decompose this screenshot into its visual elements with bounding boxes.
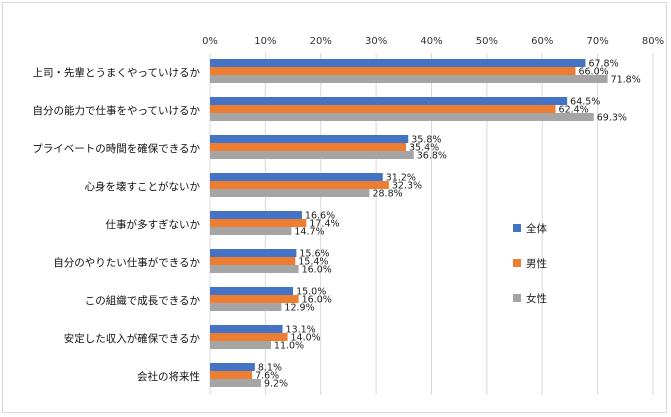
bar-male (210, 295, 299, 303)
bar-male (210, 371, 253, 379)
bar-total (210, 325, 283, 333)
data-label: 16.0% (302, 295, 332, 306)
bar-male (210, 181, 389, 189)
bar-total (210, 135, 409, 143)
data-label: 32.3% (392, 181, 422, 192)
data-label: 28.8% (372, 189, 402, 200)
category-label: プライベートの時間を確保できるか (32, 142, 200, 155)
data-label: 16.0% (302, 265, 332, 276)
bar-total (210, 211, 302, 219)
legend-label: 全体 (526, 222, 547, 235)
data-label: 7.6% (255, 371, 279, 382)
category-label: 自分のやりたい仕事ができるか (53, 256, 200, 269)
bar-total (210, 173, 383, 181)
category-label: 上司・先輩とうまくやっていけるか (33, 66, 201, 79)
legend-swatch (513, 259, 521, 267)
bar-chart: 0% 10% 20% 30% 40% 50% 60% 70% 80% 上司・先輩とうまくやっていけ… (32, 36, 664, 395)
category-label: 仕事が多すぎないか (106, 218, 201, 231)
bar-female (210, 265, 299, 273)
data-label: 64.5% (570, 97, 600, 108)
data-label: 67.8% (588, 59, 618, 70)
data-label: 62.4% (559, 105, 589, 116)
bar-male (210, 219, 307, 227)
bar-female (210, 113, 594, 121)
data-label: 35.4% (409, 143, 439, 154)
bar-male (210, 257, 296, 265)
data-label: 31.2% (386, 173, 416, 184)
bar-female (210, 75, 608, 83)
data-label: 71.8% (611, 75, 641, 86)
data-label: 69.3% (597, 113, 627, 124)
chart-frame: 0% 10% 20% 30% 40% 50% 60% 70% 80% 上司・先輩とうまくやっていけ… (2, 2, 667, 413)
bar-total (210, 287, 294, 295)
category-label: 心身を壊すことがないか (85, 180, 201, 193)
data-label: 15.6% (299, 249, 329, 260)
x-tick-label: 80% (642, 36, 664, 47)
bar-female (210, 341, 271, 349)
x-tick-label: 50% (476, 36, 498, 47)
data-label: 13.1% (286, 325, 316, 336)
bar-female (210, 151, 414, 159)
bar-male (210, 333, 288, 341)
legend-label: 男性 (526, 257, 547, 270)
legend-swatch (513, 294, 521, 302)
legend-swatch (513, 224, 521, 232)
x-tick-label: 0% (202, 36, 218, 47)
data-label: 16.6% (305, 211, 335, 222)
bar-total (210, 363, 255, 371)
category-label: 安定した収入が確保できるか (64, 332, 201, 345)
legend-label: 女性 (526, 292, 547, 305)
bar-female (210, 227, 292, 235)
bar-total (210, 249, 297, 257)
data-label: 66.0% (578, 67, 608, 78)
x-tick-label: 20% (310, 36, 332, 47)
data-label: 14.0% (291, 333, 321, 344)
data-label: 15.4% (298, 257, 328, 268)
data-label: 14.7% (294, 227, 324, 238)
bar-male (210, 105, 556, 113)
category-label: 会社の将来性 (137, 370, 200, 383)
bar-male (210, 67, 576, 75)
data-label: 9.2% (264, 379, 288, 390)
category-label: 自分の能力で仕事をやっていけるか (33, 104, 201, 117)
bar-female (210, 303, 282, 311)
data-label: 36.8% (417, 151, 447, 162)
data-label: 17.4% (309, 219, 339, 230)
data-label: 11.0% (274, 341, 304, 352)
category-label: この組織で成長できるか (85, 294, 201, 307)
data-label: 12.9% (284, 303, 314, 314)
bar-female (210, 189, 370, 197)
x-tick-label: 10% (254, 36, 276, 47)
bar-total (210, 59, 586, 67)
data-label: 8.1% (258, 363, 282, 374)
data-label: 15.0% (296, 287, 326, 298)
bar-total (210, 97, 568, 105)
data-label: 35.8% (411, 135, 441, 146)
x-tick-label: 60% (531, 36, 553, 47)
x-tick-label: 30% (365, 36, 387, 47)
bar-male (210, 143, 407, 151)
bar-female (210, 379, 261, 387)
x-tick-label: 40% (420, 36, 442, 47)
x-tick-label: 70% (587, 36, 609, 47)
